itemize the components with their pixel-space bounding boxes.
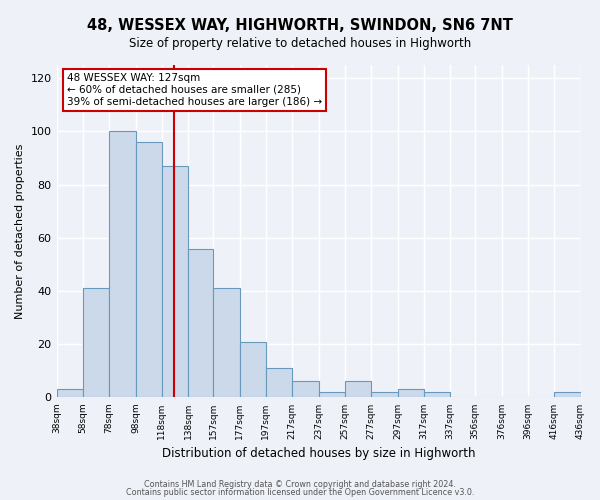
Bar xyxy=(424,392,450,398)
Y-axis label: Number of detached properties: Number of detached properties xyxy=(15,144,25,319)
Bar xyxy=(56,390,83,398)
Bar xyxy=(398,390,424,398)
Bar xyxy=(83,288,109,398)
X-axis label: Distribution of detached houses by size in Highworth: Distribution of detached houses by size … xyxy=(162,447,475,460)
Bar xyxy=(162,166,188,398)
Text: Size of property relative to detached houses in Highworth: Size of property relative to detached ho… xyxy=(129,38,471,51)
Bar xyxy=(371,392,398,398)
Bar xyxy=(292,382,319,398)
Bar xyxy=(239,342,266,398)
Bar xyxy=(213,288,239,398)
Bar xyxy=(266,368,292,398)
Bar xyxy=(554,392,581,398)
Text: Contains HM Land Registry data © Crown copyright and database right 2024.: Contains HM Land Registry data © Crown c… xyxy=(144,480,456,489)
Bar xyxy=(188,248,213,398)
Bar xyxy=(109,132,136,398)
Text: 48, WESSEX WAY, HIGHWORTH, SWINDON, SN6 7NT: 48, WESSEX WAY, HIGHWORTH, SWINDON, SN6 … xyxy=(87,18,513,32)
Text: Contains public sector information licensed under the Open Government Licence v3: Contains public sector information licen… xyxy=(126,488,474,497)
Bar xyxy=(345,382,371,398)
Text: 48 WESSEX WAY: 127sqm
← 60% of detached houses are smaller (285)
39% of semi-det: 48 WESSEX WAY: 127sqm ← 60% of detached … xyxy=(67,74,322,106)
Bar xyxy=(319,392,345,398)
Bar xyxy=(136,142,162,398)
